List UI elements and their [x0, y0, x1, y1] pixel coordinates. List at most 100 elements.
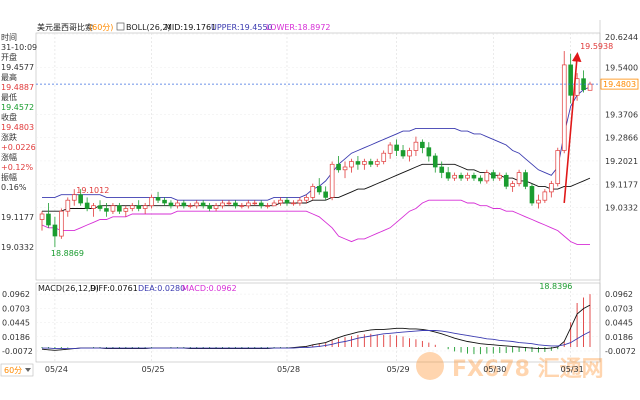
- open-value: 19.4577: [1, 63, 34, 72]
- candle-body: [555, 150, 561, 184]
- candle-body: [194, 202, 200, 207]
- date-tick-label: 05/31: [561, 365, 584, 374]
- macd-header: MACD(26,12,9) DIFF:0.0761 DEA:0.0280 MAC…: [38, 284, 237, 293]
- price-tick-label: 19.2866: [605, 134, 638, 143]
- candle-body: [458, 174, 464, 179]
- macd-tick-label-left: -0.0072: [2, 347, 33, 356]
- macd-series: [41, 294, 591, 355]
- candle-body: [310, 186, 316, 198]
- candle-body: [110, 205, 116, 212]
- candle-body: [484, 172, 490, 182]
- price-panel[interactable]: [35, 32, 601, 281]
- candle-body: [97, 205, 103, 209]
- macd-tick-label-left: 0.0962: [2, 290, 30, 299]
- local-low-annotation: 18.8869: [51, 249, 84, 258]
- high-annotation: 19.5938: [580, 42, 613, 51]
- current-price-tag-text: 19.4803: [603, 80, 636, 89]
- date-tick-label: 05/30: [483, 365, 506, 374]
- date-tick-label: 05/28: [277, 365, 300, 374]
- candle-body: [471, 174, 477, 179]
- low-label: 最低: [1, 92, 17, 102]
- candle-body: [239, 205, 245, 207]
- candle-body: [52, 224, 58, 237]
- time-label: 时间: [1, 32, 17, 42]
- pct-label: 涨幅: [1, 152, 17, 162]
- period-button-label[interactable]: 60分: [4, 366, 22, 375]
- candle-body: [284, 199, 290, 204]
- candle-body: [226, 202, 232, 205]
- watermark-logo: FX678 汇通网: [416, 352, 604, 382]
- price-tick-label: 19.5400: [605, 64, 638, 73]
- candle-body: [265, 205, 270, 207]
- period-button-box[interactable]: [0, 363, 34, 377]
- price-tick-label: 19.3706: [605, 110, 638, 119]
- candle-body: [510, 183, 515, 187]
- price-tick-label: 19.0332: [605, 204, 638, 213]
- candle-body: [297, 199, 303, 204]
- candle-body: [200, 202, 206, 207]
- candle-body: [342, 166, 348, 171]
- amp-label: 振幅: [1, 172, 17, 182]
- candle-body: [587, 83, 593, 91]
- candle-body: [568, 64, 573, 96]
- candle-body: [258, 202, 264, 207]
- candle-body: [355, 161, 361, 165]
- current-price-tag: [600, 78, 639, 90]
- candle-body: [420, 141, 425, 149]
- time-value: 31-10:09: [1, 43, 37, 52]
- candle-body: [46, 213, 51, 226]
- macd-value-label: MACD:0.0962: [182, 284, 237, 293]
- candle-body: [516, 172, 522, 184]
- horizontal-gridlines: [36, 33, 600, 352]
- macd-tick-label-right: 0.0703: [605, 304, 633, 313]
- boll-mid-label: MID:19.1761: [165, 23, 216, 32]
- candle-body: [291, 202, 296, 205]
- candle-body: [497, 174, 503, 179]
- candle-body: [407, 150, 412, 157]
- date-axis: 05/24 05/25 05/28 05/29 05/30 05/31: [45, 365, 584, 374]
- candle-body: [374, 161, 380, 165]
- boll-lower-line: [41, 199, 590, 245]
- candle-body: [278, 199, 283, 204]
- macd-tick-label-right: -0.0072: [605, 347, 636, 356]
- candle-body: [129, 205, 135, 209]
- symbol-label: 美元墨西哥比索: [37, 22, 93, 32]
- candle-body: [561, 64, 567, 151]
- watermark-circle-icon: [416, 352, 444, 380]
- date-tick-label: 05/25: [142, 365, 165, 374]
- candle-body: [381, 152, 387, 162]
- date-tick-label: 05/29: [387, 365, 410, 374]
- close-label: 收盘: [1, 112, 17, 122]
- chart-header: 美元墨西哥比索 (60分) BOLL(26,2) MID:19.1761 UPP…: [37, 22, 331, 32]
- boll-params-label: BOLL(26,2): [126, 23, 171, 32]
- candle-body: [84, 202, 90, 209]
- candle-body: [136, 205, 142, 209]
- candle-body: [316, 186, 322, 193]
- low-annotation: 18.8396: [539, 282, 572, 291]
- candle-body: [368, 161, 374, 165]
- candle-body: [233, 202, 238, 207]
- candle-body: [123, 208, 129, 212]
- candle-body: [491, 172, 496, 179]
- candle-body: [329, 163, 335, 198]
- low-value: 19.4572: [1, 103, 34, 112]
- candle-body: [432, 155, 438, 168]
- date-tick-label: 05/24: [45, 365, 68, 374]
- chevron-down-icon[interactable]: [25, 368, 31, 372]
- watermark-text: FX678 汇通网: [452, 357, 604, 382]
- candle-body: [220, 202, 225, 207]
- candle-body: [503, 174, 509, 187]
- indicator-toggle-checkbox[interactable]: [116, 22, 125, 31]
- candle-body: [168, 202, 174, 207]
- candle-body: [149, 197, 154, 207]
- candle-body: [175, 202, 180, 207]
- pct-value: +0.12%: [1, 163, 34, 172]
- macd-tick-label-right: 0.0962: [605, 290, 633, 299]
- period-button[interactable]: 60分: [0, 363, 34, 377]
- candle-body: [207, 205, 212, 209]
- candle-body: [465, 174, 470, 179]
- candle-body: [78, 194, 83, 204]
- candle-body: [323, 191, 328, 198]
- candle-body: [142, 205, 148, 209]
